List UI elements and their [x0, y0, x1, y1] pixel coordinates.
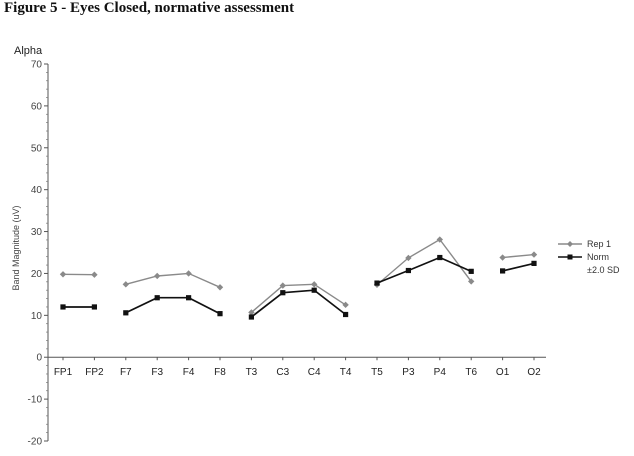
legend-label-rep1: Rep 1 — [587, 239, 611, 249]
y-tick-label: 40 — [31, 185, 43, 196]
x-tick-label: C4 — [308, 367, 321, 378]
data-point-norm — [500, 268, 506, 274]
series-rep-1 — [59, 236, 538, 316]
x-tick-label: T3 — [246, 367, 258, 378]
y-tick-label: 70 — [31, 60, 43, 71]
y-tick-label: 0 — [36, 353, 42, 364]
y-tick-label: 10 — [31, 311, 43, 322]
series-line-segment — [502, 262, 535, 272]
data-point-rep1 — [499, 254, 506, 261]
x-categories: FP1 FP2 F7 F3 F4 F8 T3 C3 C4 T4 T5 P3 P4 T6 O1 O2 — [54, 357, 541, 378]
data-point-rep1 — [185, 270, 192, 277]
data-point-rep1 — [530, 251, 538, 258]
x-tick-label: F4 — [183, 367, 195, 378]
data-point-rep1 — [91, 271, 98, 278]
x-tick-label: T4 — [340, 367, 352, 378]
legend-label-sd: ±2.0 SD — [587, 265, 620, 275]
y-tick-label: -20 — [28, 437, 43, 448]
data-point-norm — [531, 260, 537, 266]
series-line-segment — [250, 289, 347, 318]
data-point-norm — [154, 295, 160, 301]
data-point-rep1 — [311, 281, 318, 288]
legend: Rep 1 Norm ±2.0 SD — [558, 239, 620, 275]
data-point-rep1 — [436, 236, 443, 243]
series-line-segment — [250, 283, 346, 313]
data-point-norm — [123, 310, 129, 316]
x-tick-label: C3 — [276, 367, 289, 378]
x-tick-label: F3 — [151, 367, 163, 378]
data-point-norm — [280, 290, 286, 296]
data-point-norm — [374, 280, 380, 286]
x-tick-label: FP2 — [85, 367, 104, 378]
data-point-rep1 — [468, 278, 475, 285]
y-tick-label: 50 — [31, 143, 43, 154]
data-point-rep1 — [279, 282, 286, 289]
x-tick-label: FP1 — [54, 367, 73, 378]
data-point-norm — [248, 314, 254, 320]
y-ticks: 70 60 50 40 30 20 10 0 -10 -20 — [28, 60, 48, 448]
data-point-rep1 — [216, 284, 224, 291]
x-tick-label: O1 — [496, 367, 510, 378]
data-point-norm — [217, 311, 223, 317]
data-point-norm — [91, 304, 97, 310]
series-line-segment — [376, 238, 472, 286]
series-norm — [60, 254, 537, 320]
data-point-norm — [60, 304, 66, 310]
y-tick-label: 30 — [31, 227, 43, 238]
legend-marker-norm — [567, 254, 573, 260]
data-point-norm — [186, 295, 192, 301]
data-point-rep1 — [248, 309, 255, 316]
y-tick-label: 60 — [31, 101, 43, 112]
data-point-rep1 — [122, 281, 129, 288]
data-point-rep1 — [405, 254, 412, 262]
series-line-segment — [376, 256, 472, 284]
x-tick-label: O2 — [527, 367, 541, 378]
data-point-rep1 — [59, 271, 67, 278]
data-point-norm — [343, 311, 349, 318]
data-point-norm — [437, 254, 443, 261]
y-tick-label: 20 — [31, 269, 43, 280]
series-line-segment — [502, 253, 535, 259]
x-tick-label: P3 — [402, 367, 415, 378]
y-tick-label: -10 — [28, 395, 43, 406]
x-tick-label: P4 — [434, 367, 447, 378]
axes — [47, 64, 546, 441]
legend-label-norm: Norm — [587, 252, 609, 262]
data-point-rep1 — [342, 301, 349, 309]
series-line-segment — [125, 296, 221, 315]
y-axis-label: Band Magnitude (uV) — [11, 205, 21, 290]
figure-title: Figure 5 - Eyes Closed, normative assess… — [4, 0, 295, 16]
data-point-norm — [468, 268, 474, 274]
series-group — [59, 236, 538, 320]
series-line-segment — [125, 272, 221, 288]
x-tick-label: T6 — [465, 367, 477, 378]
x-tick-label: F7 — [120, 367, 132, 378]
data-point-rep1 — [154, 272, 161, 280]
x-tick-label: F8 — [214, 367, 226, 378]
x-tick-label: T5 — [371, 367, 383, 378]
legend-marker-rep1 — [567, 241, 573, 247]
data-point-norm — [405, 267, 411, 274]
data-point-norm — [311, 287, 317, 293]
chart-title: Alpha — [14, 45, 43, 57]
